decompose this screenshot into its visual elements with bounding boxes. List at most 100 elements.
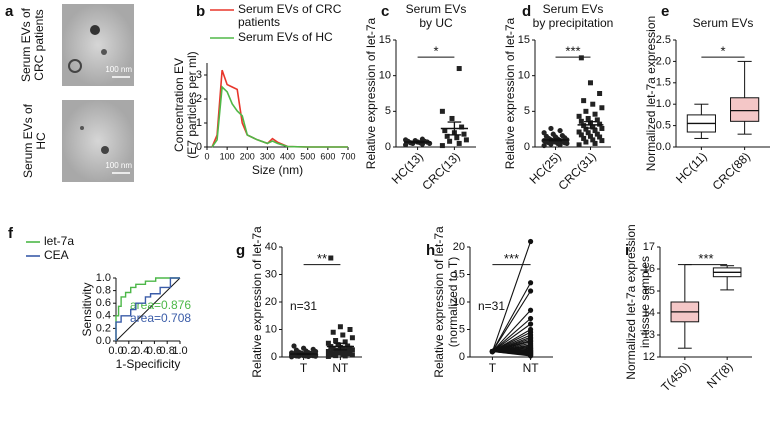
data-point [349,335,355,341]
data-point [325,353,331,359]
y-axis-label: in tissue samples [638,256,652,348]
data-point [527,288,534,294]
chart-title: Serum EVs [543,2,604,16]
panel-letter: f [8,225,14,242]
legend-label: Serum EVs of CRC patients [238,2,342,29]
legend-label: Serum EVs of HC [238,30,333,44]
data-point [587,133,593,139]
data-point [454,135,460,141]
paired-line [491,241,532,352]
data-point [585,115,591,121]
data-point [590,101,596,107]
y-tick-label: 1.0 [656,98,671,110]
y-tick-label: 10 [265,323,277,335]
x-tick-label: 100 [220,151,235,161]
data-point [449,115,455,121]
y-tick-label: 12 [643,351,655,363]
vesicle [101,146,109,154]
panel-letter: i [625,242,629,259]
data-point [559,132,565,139]
data-line [211,69,348,148]
y-axis-label: Sensitivity [80,282,94,336]
x-tick-label: HC(11) [673,149,710,186]
data-point [342,339,348,345]
paired-line [492,329,531,352]
y-tick-label: 20 [265,296,277,308]
x-tick-label: 0.8 [160,345,175,357]
y-tick-label: 0 [385,141,391,153]
x-tick-label: 400 [280,151,295,161]
data-point [489,348,496,355]
x-tick-label: NT [332,361,349,375]
y-tick-label: 13 [643,329,655,341]
y-tick-label: 0 [196,141,202,153]
data-point [333,338,339,343]
vesicle [68,59,82,73]
data-point [581,98,587,104]
reference-line [115,277,181,342]
data-point [578,132,584,138]
y-tick-label: 1 [196,117,202,129]
x-tick-label: 700 [340,151,355,161]
data-point [442,128,448,134]
data-point [447,138,453,144]
panel-letter: e [661,3,669,20]
data-point [527,307,534,313]
x-tick-label: NT(8) [704,359,736,391]
data-point [597,91,603,96]
box [730,97,760,122]
image-label: Serum EVs of CRC patients [19,7,46,83]
x-axis-label: Size (nm) [252,163,303,177]
y-tick-label: 0.4 [96,310,111,322]
y-tick-label: 0.0 [96,335,111,347]
roc-curve [115,277,180,341]
annotation: n=31 [290,299,317,313]
data-point [337,324,343,330]
data-point [347,327,353,332]
data-line [211,85,348,148]
data-point [599,138,605,144]
annotation: area=0.708 [130,311,191,325]
y-tick-label: 16 [643,263,655,275]
y-tick-label: 5 [385,105,391,117]
data-point [594,131,600,137]
y-axis-label: Relative expression of let-7a [250,226,264,378]
image-label: Serum EVs of HC [21,103,48,179]
x-tick-label: 1.0 [172,345,187,357]
y-tick-label: 15 [518,34,530,46]
y-axis-label: Normalized let-7a expression [624,224,638,379]
significance-label: *** [504,251,519,266]
x-tick-label: 500 [300,151,315,161]
data-point [403,137,409,143]
y-tick-label: 15 [453,268,465,280]
data-point [583,108,589,114]
y-tick-label: 14 [643,307,655,319]
data-point [557,127,563,134]
x-tick-label: 600 [320,151,335,161]
data-point [541,130,547,136]
paired-line [492,323,531,352]
data-point [456,140,462,146]
legend-label: let-7a [44,234,74,248]
scale-bar-label: 100 nm [105,161,132,170]
annotation: n=31 [478,299,505,313]
annotation: area=0.876 [130,298,191,312]
scale-bar-label: 100 nm [105,65,132,74]
vesicle [101,49,107,55]
legend-label: CEA [44,248,69,262]
data-point [293,347,299,353]
data-point [325,340,331,346]
y-tick-label: 2.5 [656,34,671,46]
data-point [548,125,554,132]
y-tick-label: 20 [453,241,465,253]
data-point [527,326,534,333]
data-point [439,143,445,149]
significance-label: * [433,44,438,59]
data-point [291,343,297,349]
y-tick-label: 2.0 [656,55,671,67]
y-tick-label: 10 [379,70,391,82]
chart-title: by UC [419,16,453,30]
paired-line [491,290,532,352]
y-tick-label: 0.5 [656,120,671,132]
data-point [325,349,331,354]
